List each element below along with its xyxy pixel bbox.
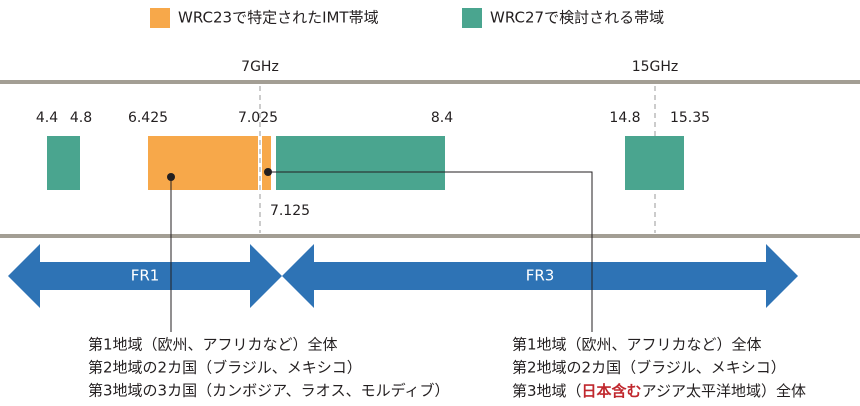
note-line: 第3地域（日本含むアジア太平洋地域）全体	[512, 382, 806, 400]
band-label: 15.35	[670, 110, 710, 126]
marker-label: 7GHz	[241, 59, 279, 75]
note-line: 第1地域（欧州、アフリカなど）全体	[88, 336, 338, 354]
pointer-line	[268, 171, 593, 332]
note-line: 第1地域（欧州、アフリカなど）全体	[512, 336, 762, 354]
band-label: 8.4	[431, 110, 453, 126]
band	[262, 136, 271, 190]
legend-swatch	[462, 8, 482, 28]
note-line: 第2地域の2カ国（ブラジル、メキシコ）	[88, 359, 362, 377]
band	[148, 136, 258, 190]
legend-swatch	[150, 8, 170, 28]
range-arrow	[282, 244, 798, 308]
legend-label: WRC23で特定されたIMT帯域	[178, 9, 379, 27]
range-label: FR1	[131, 267, 160, 285]
note-highlight: 日本含む	[582, 382, 642, 400]
band-label: 6.425	[128, 110, 168, 126]
band	[276, 136, 445, 190]
range-arrow	[8, 244, 282, 308]
marker-label: 15GHz	[632, 59, 679, 75]
band	[47, 136, 80, 190]
note-part: 第3地域（	[512, 382, 582, 400]
note-line: 第2地域の2カ国（ブラジル、メキシコ）	[512, 359, 786, 377]
band-label: 4.8	[70, 110, 92, 126]
band-label: 4.4	[36, 110, 58, 126]
legend-label: WRC27で検討される帯域	[490, 9, 664, 27]
band	[625, 136, 684, 190]
band-label: 7.125	[270, 203, 310, 219]
note-line: 第3地域の3カ国（カンボジア、ラオス、モルディブ）	[88, 382, 450, 400]
note-part: アジア太平洋地域）全体	[642, 382, 806, 400]
band-label: 7.025	[238, 110, 278, 126]
range-label: FR3	[526, 267, 555, 285]
band-label: 14.8	[609, 110, 640, 126]
